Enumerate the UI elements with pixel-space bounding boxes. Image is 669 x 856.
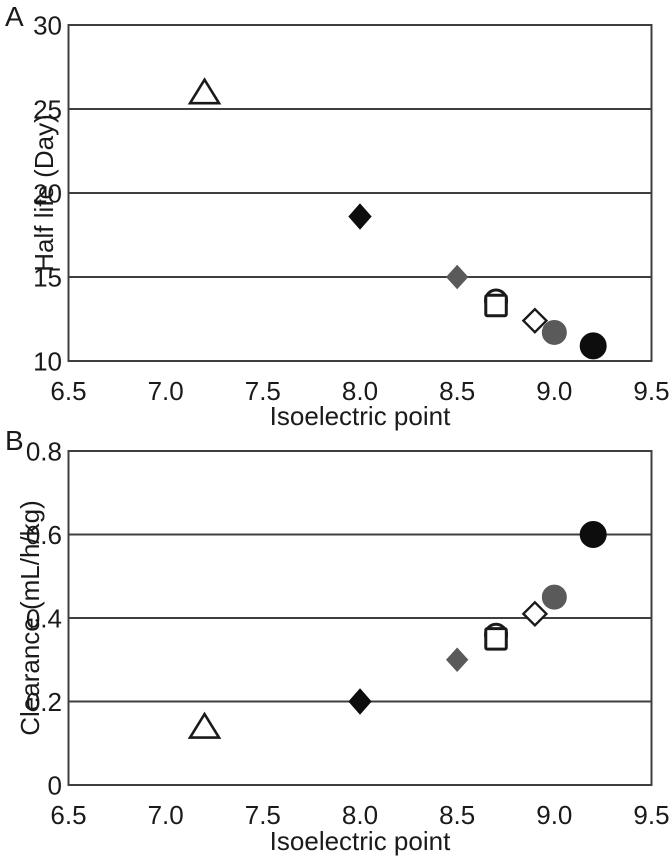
x-tick-label: 9.5 [633, 376, 669, 406]
x-tick-label: 7.0 [148, 376, 184, 406]
y-tick-label: 15 [33, 263, 62, 293]
x-tick-label: 8.0 [342, 800, 378, 830]
marker-open-triangle [187, 711, 222, 739]
marker-open-square [484, 293, 508, 318]
x-tick-label: 7.5 [245, 800, 281, 830]
x-tick-label: 9.0 [536, 800, 572, 830]
y-tick-label: 20 [33, 179, 62, 209]
x-tick-label: 7.5 [245, 376, 281, 406]
y-tick-label: 0.8 [26, 437, 62, 467]
x-tick-label: 6.5 [50, 800, 86, 830]
y-tick-label: 0.2 [26, 687, 62, 717]
marker-black-diamond [348, 203, 372, 230]
y-tick-label: 10 [33, 347, 62, 377]
marker-open-square [484, 627, 508, 651]
panel-label-b: B [5, 425, 24, 456]
panel-a: 10 15 20 25 30 6.5 7.0 7.5 8.0 8.5 9.0 9.5 Isoelectr… [29, 11, 669, 432]
marker-gray-diamond [445, 264, 469, 290]
x-tick-label: 8.0 [342, 376, 378, 406]
x-axis-label: Isoelectric point [270, 401, 451, 431]
marker-black-circle [579, 332, 607, 360]
marker-gray-circle [541, 319, 567, 345]
marker-open-diamond [521, 600, 549, 628]
y-tick-label: 30 [33, 11, 62, 41]
marker-gray-circle [541, 584, 567, 610]
x-tick-label: 8.5 [439, 800, 475, 830]
y-axis-label: Clearance (mL/h/kg) [15, 500, 45, 736]
marker-open-triangle [187, 77, 222, 105]
marker-black-diamond [348, 688, 372, 715]
panel-b: 0 0.2 0.4 0.6 0.8 6.5 7.0 7.5 8.0 8.5 9.0 9.5 Isoele… [15, 437, 669, 856]
y-tick-label: 0 [48, 771, 62, 801]
y-tick-label: 0.4 [26, 604, 62, 634]
x-tick-label: 9.0 [536, 376, 572, 406]
x-tick-label: 7.0 [148, 800, 184, 830]
x-tick-label: 6.5 [50, 376, 86, 406]
y-tick-label: 25 [33, 95, 62, 125]
x-tick-label: 9.5 [633, 800, 669, 830]
marker-black-circle [579, 521, 607, 548]
panel-label-a: A [5, 1, 24, 32]
x-axis-label: Isoelectric point [270, 826, 451, 856]
y-axis-label: Half life (Day) [29, 114, 59, 271]
y-tick-label: 0.6 [26, 520, 62, 550]
marker-gray-diamond [445, 647, 469, 672]
x-tick-label: 8.5 [439, 376, 475, 406]
marker-open-diamond [521, 307, 549, 334]
